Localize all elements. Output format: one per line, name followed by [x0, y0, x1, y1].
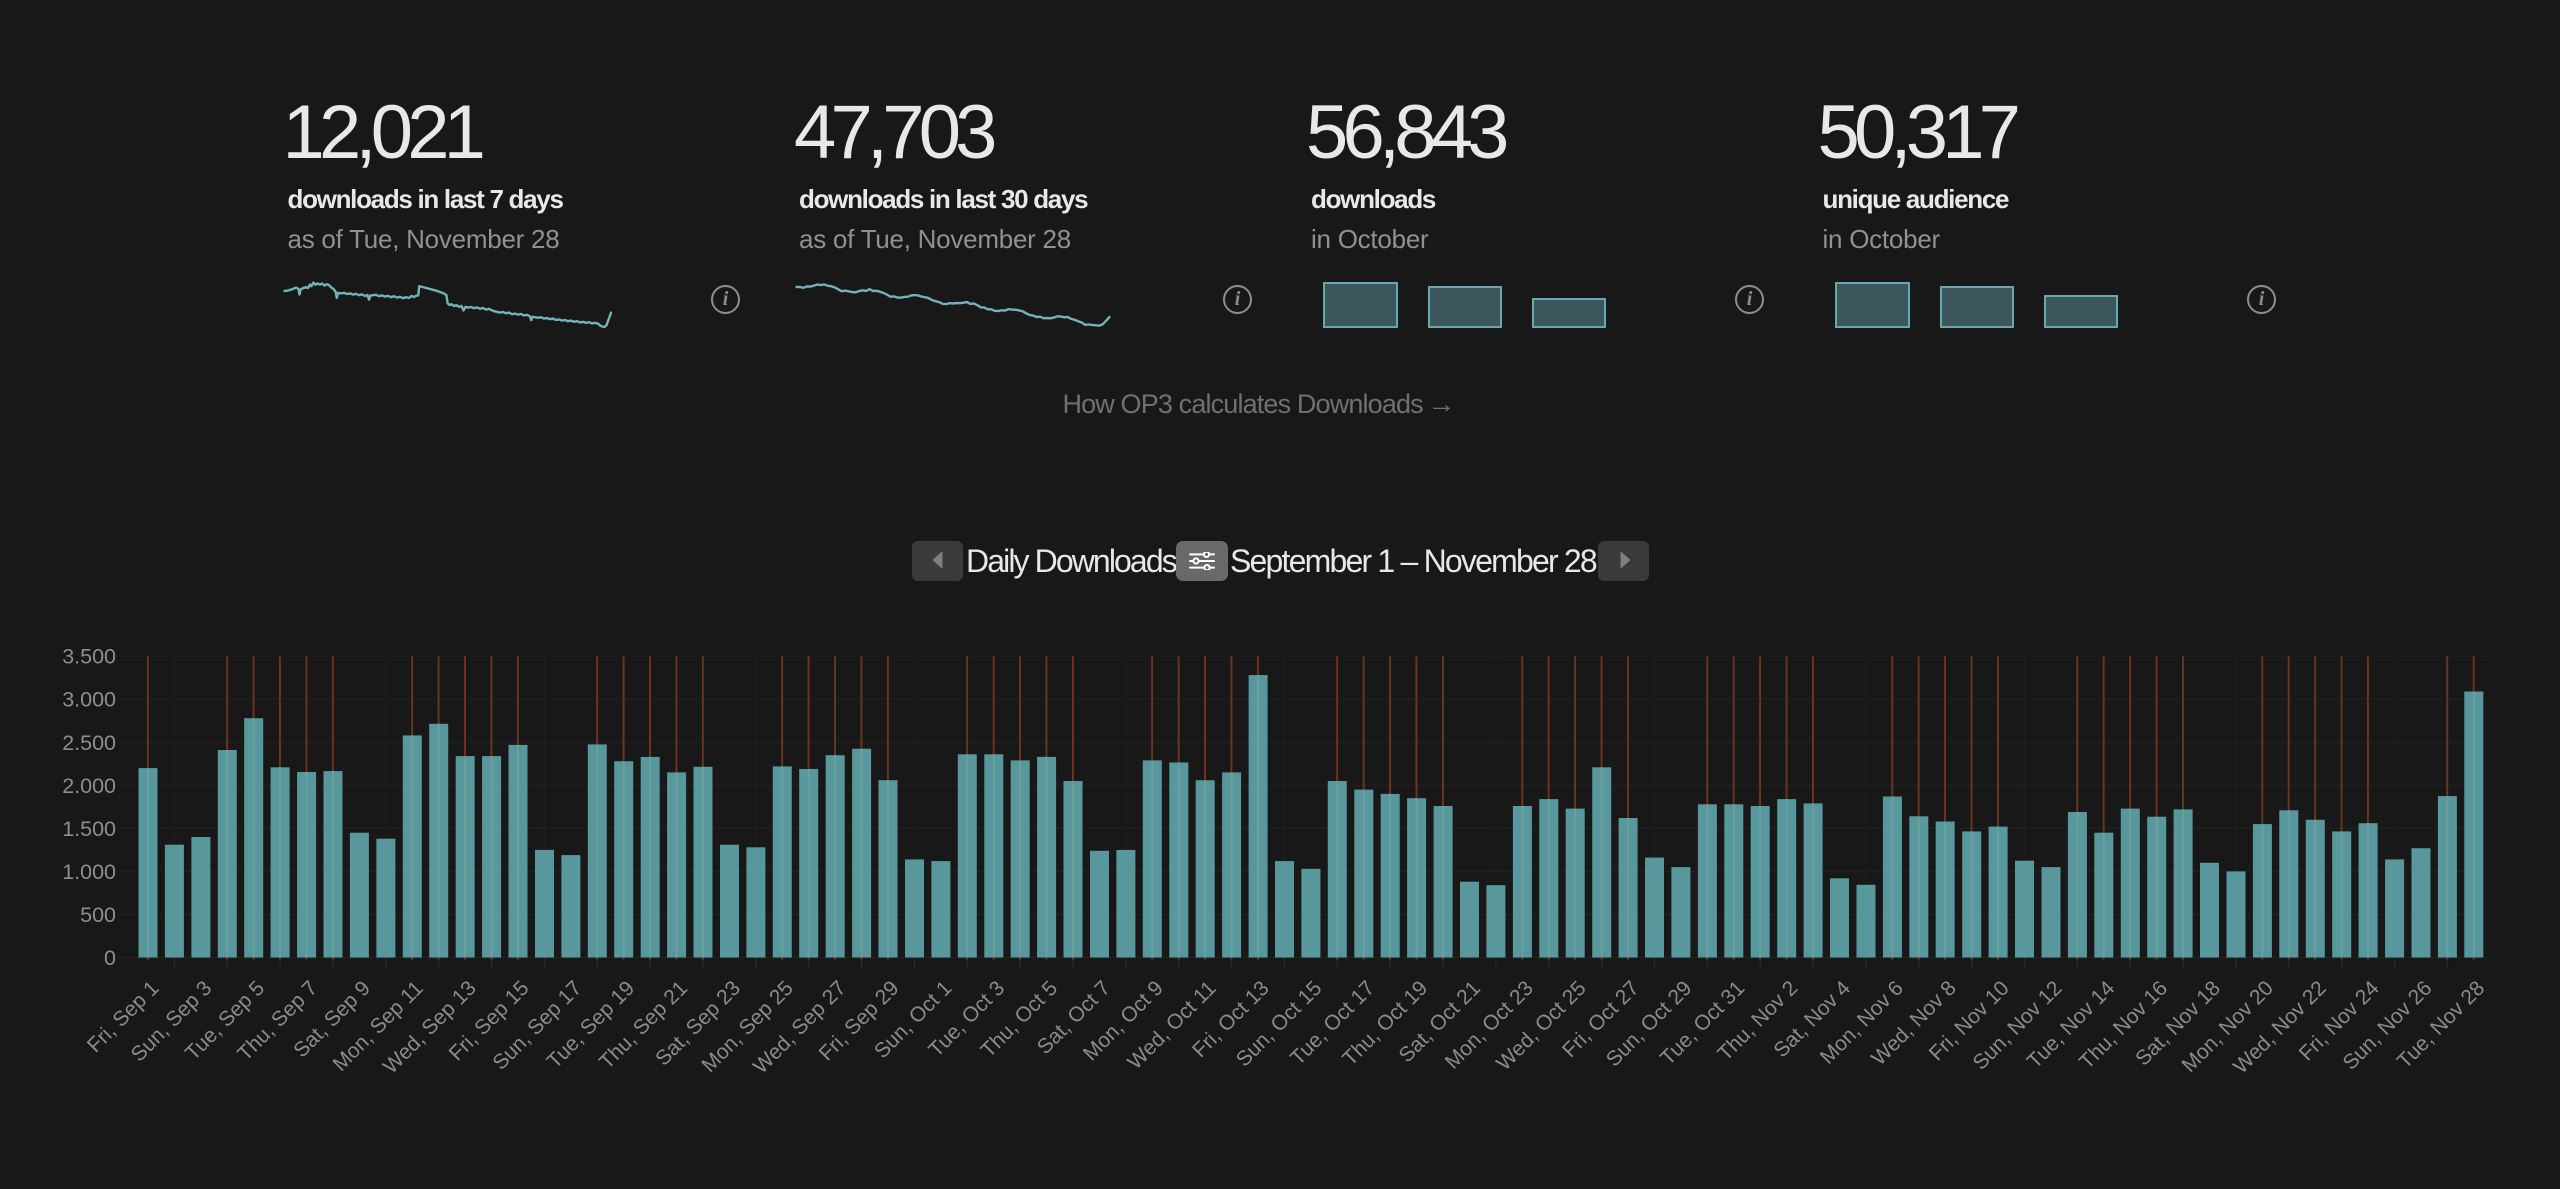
svg-text:0: 0	[104, 946, 116, 970]
svg-text:1.000: 1.000	[62, 860, 116, 884]
svg-text:2.500: 2.500	[62, 731, 116, 755]
svg-text:3.500: 3.500	[62, 645, 116, 669]
svg-text:2.000: 2.000	[62, 774, 116, 798]
svg-text:3.000: 3.000	[62, 688, 116, 712]
svg-text:500: 500	[80, 903, 116, 927]
svg-text:1.500: 1.500	[62, 817, 116, 841]
